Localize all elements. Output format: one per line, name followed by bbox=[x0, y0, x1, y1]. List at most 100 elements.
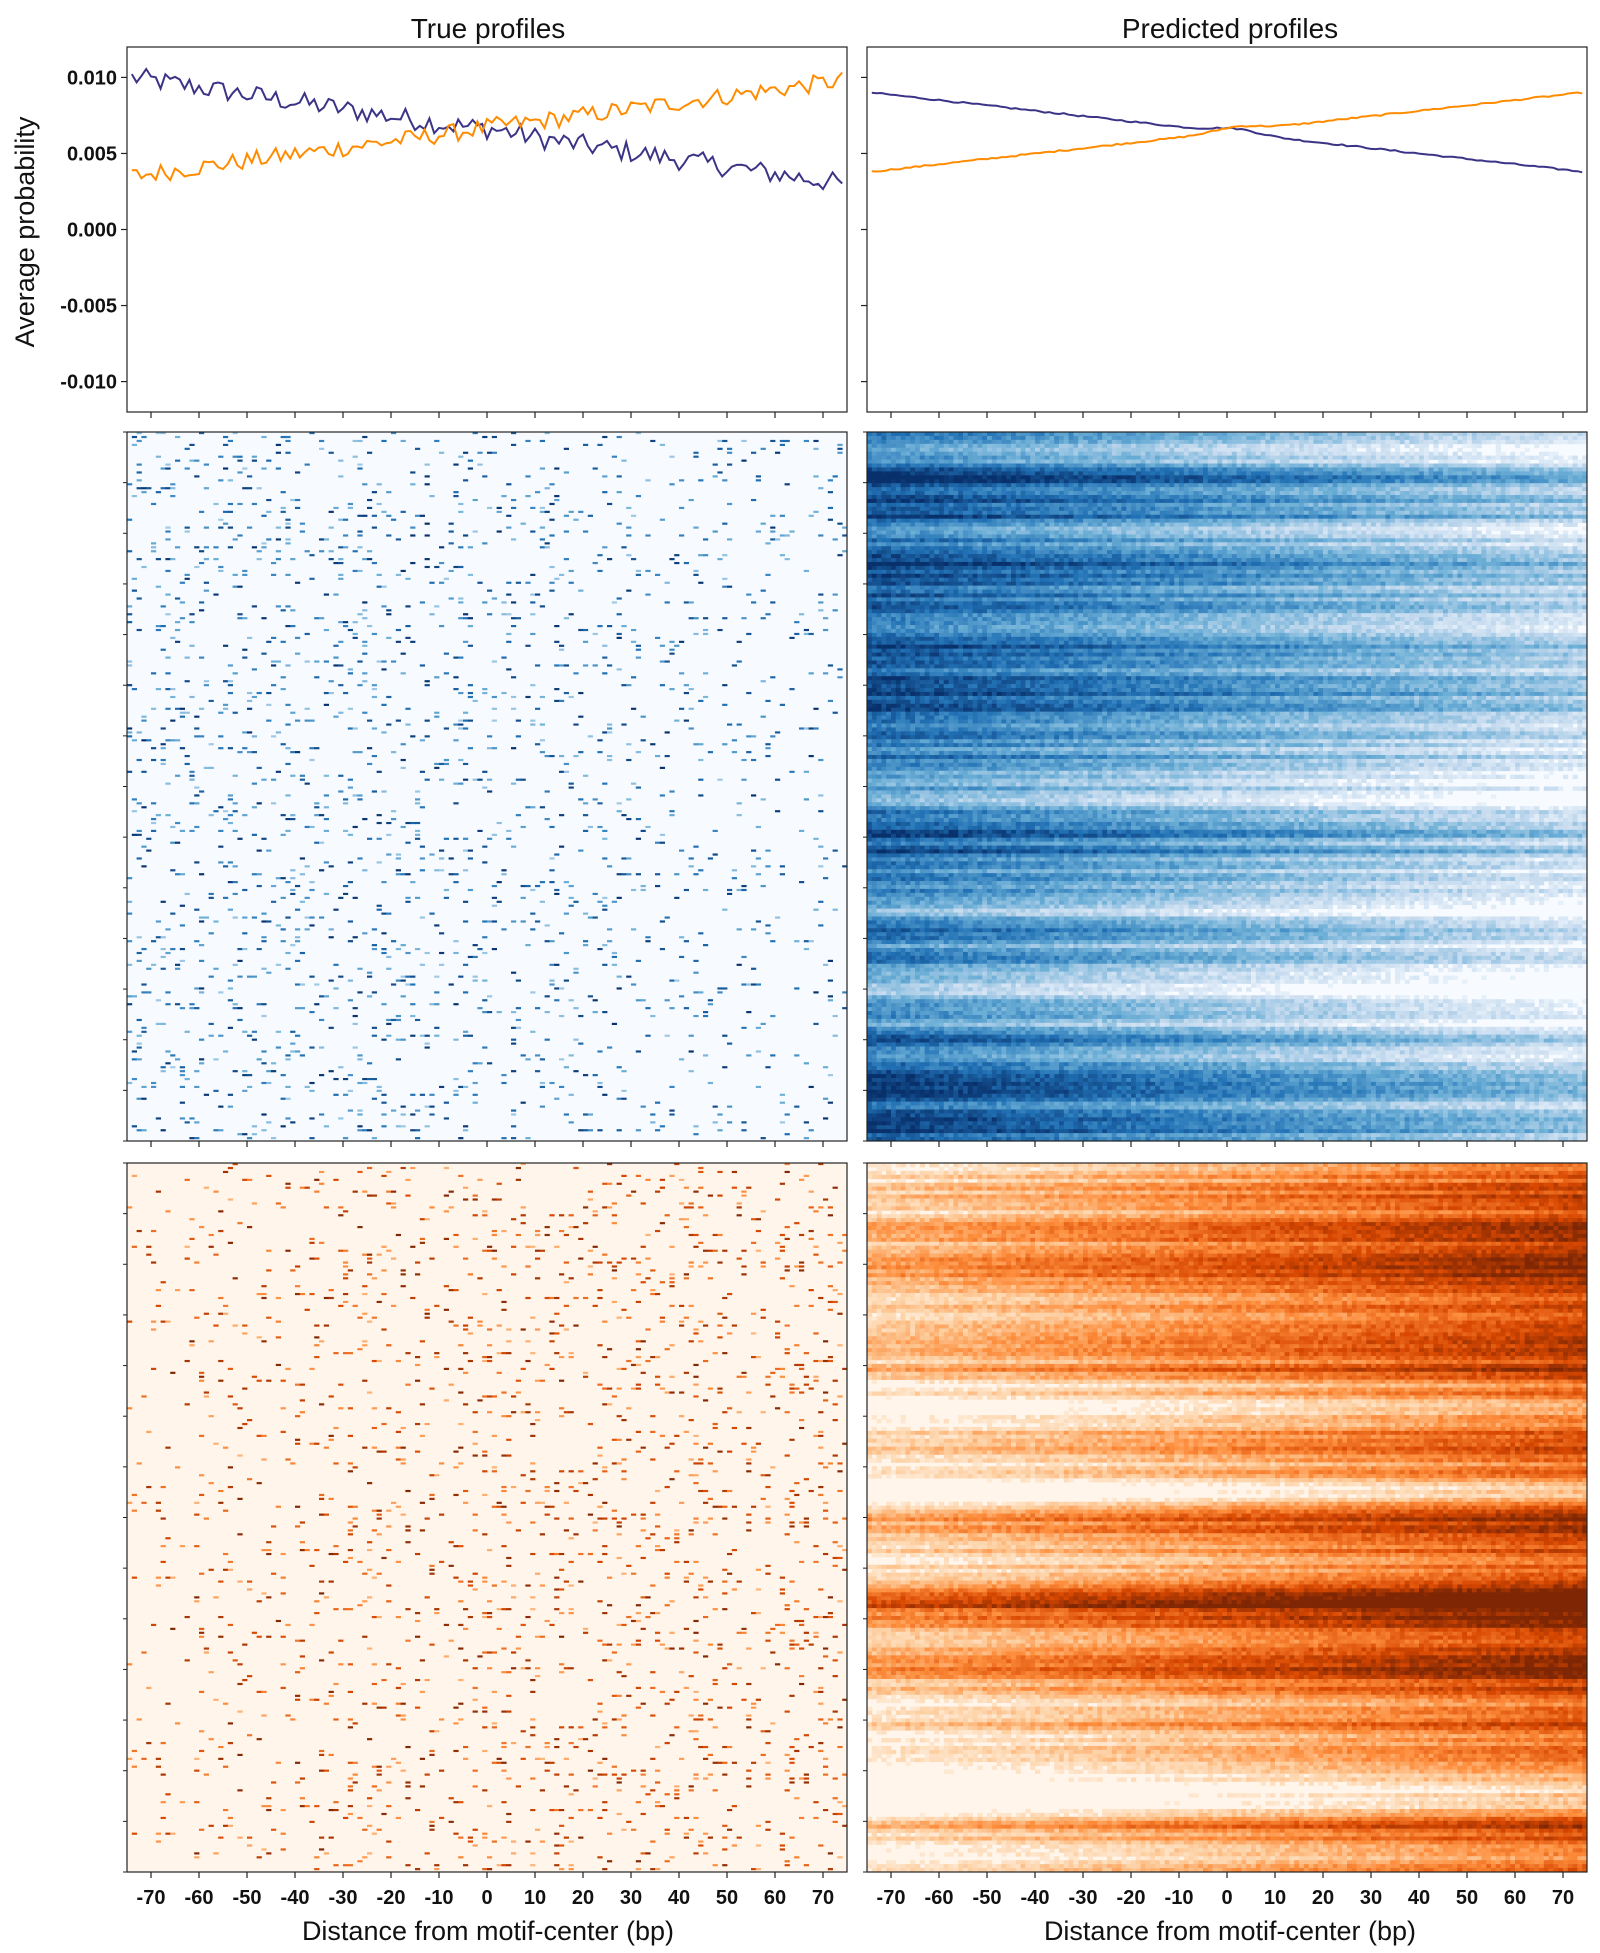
heatmap-cell bbox=[588, 515, 593, 517]
heatmap-cell bbox=[377, 660, 382, 662]
heatmap-cell bbox=[1141, 483, 1146, 487]
heatmap-cell bbox=[482, 436, 487, 438]
heatmap-cell bbox=[1328, 432, 1333, 436]
heatmap-cell bbox=[554, 987, 559, 989]
heatmap-cell bbox=[324, 660, 329, 662]
heatmap-cell bbox=[717, 1129, 722, 1131]
heatmap-cell bbox=[1424, 471, 1429, 475]
heatmap-cell bbox=[1165, 440, 1170, 444]
heatmap-cell bbox=[949, 436, 954, 440]
heatmap-cell bbox=[449, 597, 454, 599]
heatmap-cell bbox=[944, 460, 949, 464]
heatmap-cell bbox=[1419, 479, 1424, 483]
heatmap-cell bbox=[1352, 452, 1357, 456]
heatmap-cell bbox=[1069, 475, 1074, 479]
heatmap-cell bbox=[944, 456, 949, 460]
heatmap-cell bbox=[285, 747, 290, 749]
heatmap-cell bbox=[559, 645, 564, 647]
heatmap-cell bbox=[564, 448, 569, 450]
heatmap-cell bbox=[194, 1086, 199, 1088]
heatmap-cell bbox=[593, 999, 598, 1001]
heatmap-cell bbox=[506, 515, 511, 517]
heatmap-cell bbox=[300, 983, 305, 985]
heatmap-cell bbox=[1073, 452, 1078, 456]
heatmap-cell bbox=[1093, 460, 1098, 464]
heatmap-cell bbox=[367, 452, 372, 454]
heatmap-cell bbox=[252, 460, 257, 462]
heatmap-cell bbox=[597, 1086, 602, 1088]
heatmap-cell bbox=[1064, 448, 1069, 452]
heatmap-cell bbox=[559, 755, 564, 757]
heatmap-cell bbox=[1443, 432, 1448, 436]
heatmap-cell bbox=[1006, 471, 1011, 475]
heatmap-cell bbox=[501, 692, 506, 694]
heatmap-cell bbox=[420, 869, 425, 871]
heatmap-cell bbox=[1145, 440, 1150, 444]
heatmap-cell bbox=[1366, 448, 1371, 452]
heatmap-cell bbox=[290, 818, 295, 820]
heatmap-cell bbox=[1289, 452, 1294, 456]
heatmap-cell bbox=[468, 460, 473, 462]
heatmap-cell bbox=[477, 1007, 482, 1009]
heatmap-cell bbox=[910, 479, 915, 483]
heatmap-cell bbox=[891, 440, 896, 444]
heatmap-cell bbox=[1289, 448, 1294, 452]
heatmap-cell bbox=[968, 467, 973, 471]
heatmap-cell bbox=[872, 444, 877, 448]
heatmap-cell bbox=[1395, 464, 1400, 468]
heatmap-cell bbox=[137, 440, 142, 442]
heatmap-cell bbox=[1534, 432, 1539, 436]
heatmap-cell bbox=[540, 739, 545, 741]
heatmap-cell bbox=[1424, 479, 1429, 483]
heatmap-cell bbox=[920, 444, 925, 448]
heatmap-cell bbox=[362, 558, 367, 560]
heatmap-cell bbox=[185, 893, 190, 895]
heatmap-cell bbox=[982, 448, 987, 452]
heatmap-cell bbox=[1261, 456, 1266, 460]
heatmap-cell bbox=[1213, 467, 1218, 471]
heatmap-cell bbox=[1040, 479, 1045, 483]
heatmap-cell bbox=[1093, 467, 1098, 471]
heatmap-cell bbox=[151, 964, 156, 966]
heatmap-cell bbox=[761, 680, 766, 682]
heatmap-cell bbox=[1553, 452, 1558, 456]
heatmap-cell bbox=[180, 1070, 185, 1072]
heatmap-cell bbox=[1179, 471, 1184, 475]
heatmap-cell bbox=[1419, 448, 1424, 452]
heatmap-cell bbox=[362, 483, 367, 485]
heatmap-cell bbox=[165, 1062, 170, 1064]
heatmap-cell bbox=[463, 534, 468, 536]
heatmap-cell bbox=[1150, 467, 1155, 471]
heatmap-cell bbox=[1525, 479, 1530, 483]
heatmap-cell bbox=[1553, 479, 1558, 483]
heatmap-cell bbox=[549, 534, 554, 536]
heatmap-cell bbox=[1409, 460, 1414, 464]
heatmap-cell bbox=[1544, 440, 1549, 444]
heatmap-cell bbox=[1150, 456, 1155, 460]
heatmap-cell bbox=[353, 794, 358, 796]
heatmap-cell bbox=[405, 708, 410, 710]
heatmap-cell bbox=[1174, 467, 1179, 471]
heatmap-cell bbox=[295, 1035, 300, 1037]
heatmap-cell bbox=[910, 487, 915, 491]
heatmap-cell bbox=[228, 814, 233, 816]
heatmap-cell bbox=[1304, 464, 1309, 468]
heatmap-cell bbox=[228, 680, 233, 682]
heatmap-cell bbox=[1549, 475, 1554, 479]
heatmap-cell bbox=[1251, 460, 1256, 464]
heatmap-cell bbox=[607, 723, 612, 725]
heatmap-cell bbox=[741, 759, 746, 761]
heatmap-cell bbox=[1189, 475, 1194, 479]
heatmap-cell bbox=[953, 452, 958, 456]
heatmap-cell bbox=[338, 621, 343, 623]
heatmap-cell bbox=[751, 968, 756, 970]
heatmap-cell bbox=[1275, 460, 1280, 464]
heatmap-cell bbox=[1323, 460, 1328, 464]
heatmap-cell bbox=[564, 980, 569, 982]
heatmap-cell bbox=[396, 1058, 401, 1060]
heatmap-cell bbox=[165, 464, 170, 466]
heatmap-cell bbox=[329, 936, 334, 938]
heatmap-cell bbox=[949, 475, 954, 479]
heatmap-cell bbox=[717, 779, 722, 781]
heatmap-cell bbox=[127, 877, 132, 879]
